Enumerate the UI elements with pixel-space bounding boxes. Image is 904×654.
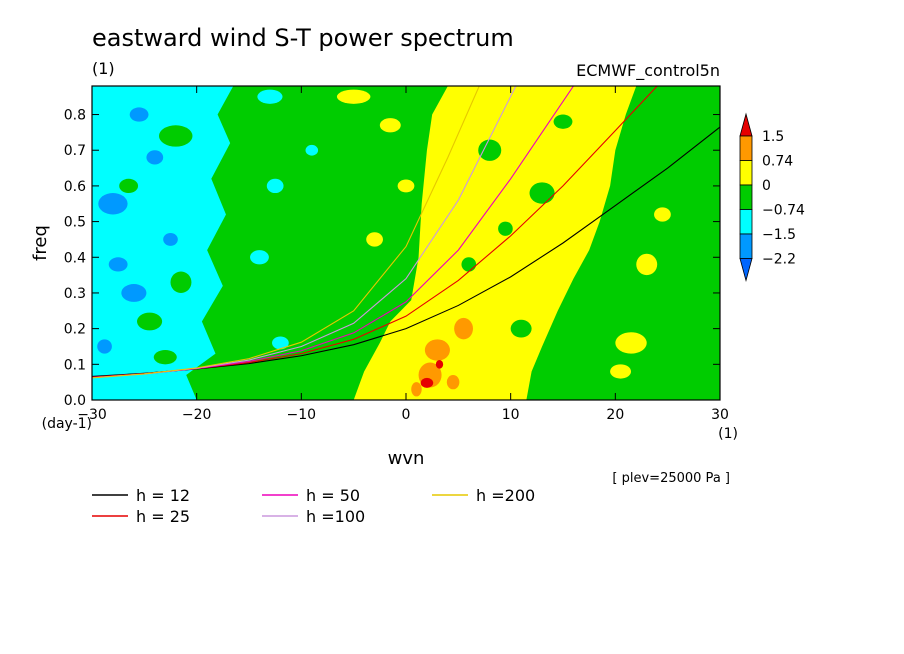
field-patch-blue	[98, 193, 128, 215]
field-patch-cyan	[257, 89, 283, 104]
colorbar-label: 0	[762, 178, 771, 194]
field-patch-red	[420, 377, 434, 388]
y-tick-label: 0.6	[64, 179, 86, 195]
x-tick-label: −10	[287, 407, 317, 423]
field-patch-green	[119, 178, 139, 194]
x-tick-label: 20	[606, 407, 624, 423]
y-tick-label: 0.4	[64, 250, 86, 266]
colorbar: 1.5 0.74 0 −0.74 −1.5 −2.2	[739, 112, 805, 283]
x-tick-label: 10	[502, 407, 520, 423]
dispersion-curves	[92, 86, 720, 379]
colorbar-segment	[739, 258, 753, 283]
field-patch-green	[153, 350, 177, 365]
legend-label: h = 12	[136, 486, 190, 505]
field-patch-orange	[446, 375, 460, 390]
field-patch-green	[158, 125, 193, 147]
field-patch-green	[137, 312, 163, 331]
spectrum-field	[92, 86, 720, 400]
field-patch-green	[461, 257, 477, 272]
y-axis: 0.0 0.1 0.2 0.3 0.4 0.5 0.6 0.7 0.8	[64, 108, 720, 409]
field-patch-yellow	[366, 232, 383, 247]
legend-label: h =200	[476, 486, 535, 505]
field-patch-green	[575, 285, 593, 301]
legend-label: h =100	[306, 507, 365, 526]
field-patch-green	[170, 271, 192, 293]
colorbar-label: −0.74	[762, 203, 805, 219]
field-patch-green	[510, 319, 532, 338]
x-unit-label: (1)	[718, 426, 738, 442]
field-patch-blue	[146, 150, 164, 165]
chart-subtitle: (1)	[92, 59, 115, 78]
colorbar-segment	[739, 184, 753, 210]
y-tick-label: 0.7	[64, 143, 86, 159]
y-tick-label: 0.8	[64, 108, 86, 124]
field-patch-green	[478, 139, 502, 161]
y-unit-label: (day-1)	[42, 416, 92, 432]
colorbar-label: 0.74	[762, 154, 793, 170]
field-patch-cyan	[250, 250, 269, 265]
field-patch-orange	[411, 382, 422, 397]
dispersion-curve-5	[92, 86, 480, 379]
y-tick-label: 0.2	[64, 322, 86, 338]
field-patch-orange	[424, 339, 450, 361]
field-patch-blue	[121, 284, 147, 302]
field-patch-cyan	[266, 178, 284, 194]
field-patch-yellow	[336, 89, 371, 104]
legend-label: h = 50	[306, 486, 360, 505]
field-patch-yellow	[654, 207, 671, 222]
legend: h = 12 h = 25 h = 50 h =100 h =200	[92, 486, 535, 526]
field-patch-yellow	[636, 253, 658, 276]
x-tick-label: 0	[402, 407, 411, 423]
x-tick-label: −30	[77, 407, 107, 423]
field-patch-blue	[129, 107, 149, 122]
x-axis-label: wvn	[388, 448, 425, 469]
colorbar-segment	[739, 135, 753, 161]
y-tick-label: 0.3	[64, 286, 86, 302]
x-tick-label: 30	[711, 407, 729, 423]
field-patch-cyan	[272, 336, 289, 350]
field-patch-blue	[108, 257, 128, 272]
field-patch-green	[553, 114, 573, 129]
colorbar-segment	[739, 160, 753, 186]
field-patch-blue	[97, 339, 112, 354]
colorbar-segment	[739, 112, 753, 137]
field-patch-yellow	[379, 118, 401, 133]
x-axis: −30 −20 −10 0 10 20 30	[77, 86, 729, 423]
colorbar-label: −1.5	[762, 227, 796, 243]
field-patch-blue	[163, 233, 178, 246]
field-patch-orange	[454, 317, 473, 340]
field-patch-yellow	[610, 364, 632, 379]
field-region-cyan	[92, 86, 234, 400]
y-axis-label: freq	[30, 225, 51, 261]
field-patch-yellow	[615, 332, 647, 354]
field-patch-yellow	[397, 179, 415, 193]
colorbar-segment	[739, 233, 753, 259]
field-patch-green	[498, 221, 513, 236]
x-tick-label: −20	[182, 407, 212, 423]
field-patch-cyan	[305, 144, 319, 156]
colorbar-label: −2.2	[762, 252, 796, 268]
colorbar-segment	[739, 209, 753, 235]
source-label: ECMWF_control5n	[576, 61, 720, 81]
field-patch-red	[435, 360, 444, 369]
y-tick-label: 0.1	[64, 357, 86, 373]
field-patch-green	[529, 182, 555, 204]
chart-title: eastward wind S-T power spectrum	[92, 24, 514, 52]
field-region-yellow	[353, 86, 637, 400]
y-tick-label: 0.5	[64, 215, 86, 231]
legend-label: h = 25	[136, 507, 190, 526]
y-tick-label: 0.0	[64, 393, 86, 409]
plev-annotation: [ plev=25000 Pa ]	[612, 471, 730, 486]
colorbar-label: 1.5	[762, 129, 784, 145]
